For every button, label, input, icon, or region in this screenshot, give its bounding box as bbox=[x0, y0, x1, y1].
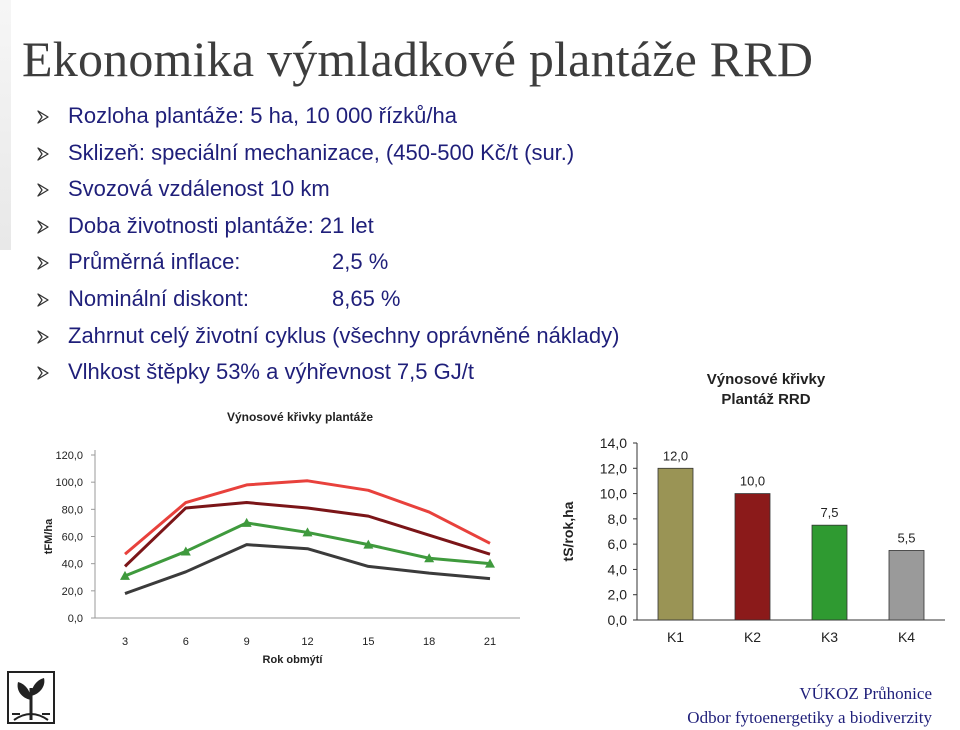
y-tick-label: 100,0 bbox=[55, 477, 83, 489]
data-point-marker bbox=[302, 527, 313, 537]
data-point-marker bbox=[241, 517, 252, 527]
footer-line-department: Odbor fytoenergetiky a biodiverzity bbox=[687, 708, 932, 727]
y-tick-label: 4,0 bbox=[608, 561, 628, 577]
arrow-bullet-icon bbox=[37, 183, 49, 197]
y-tick-label: 14,0 bbox=[600, 435, 627, 451]
y-tick-label: 40,0 bbox=[62, 559, 83, 571]
y-tick-label: 20,0 bbox=[62, 586, 83, 598]
data-point-marker bbox=[120, 570, 130, 580]
footer-line-institute: VÚKOZ Průhonice bbox=[799, 684, 932, 703]
footer-organization: VÚKOZ Průhonice Odbor fytoenergetiky a b… bbox=[687, 682, 932, 730]
x-tick-label: K1 bbox=[667, 629, 684, 645]
y-tick-label: 8,0 bbox=[608, 511, 628, 527]
bullet-value: 2,5 % bbox=[332, 249, 389, 275]
x-tick-label: 9 bbox=[244, 636, 250, 648]
bar-chart-title: Výnosové křivky Plantáž RRD bbox=[676, 370, 856, 410]
y-tick-label: 60,0 bbox=[62, 532, 83, 544]
decorative-left-bar bbox=[0, 0, 11, 250]
bullet-text: Doba životnosti plantáže: 21 let bbox=[68, 212, 374, 238]
y-tick-label: 2,0 bbox=[608, 587, 628, 603]
data-point-marker bbox=[485, 558, 495, 568]
y-tick-label: 12,0 bbox=[600, 460, 627, 476]
bullet-text: Průměrná inflace: bbox=[68, 249, 241, 275]
y-tick-label: 0,0 bbox=[608, 612, 628, 628]
x-tick-label: 18 bbox=[423, 636, 435, 648]
bar bbox=[734, 493, 771, 621]
y-axis-label: tFM/ha bbox=[43, 518, 55, 554]
slide-title: Ekonomika výmladkové plantáže RRD bbox=[22, 31, 814, 87]
x-tick-label: 6 bbox=[183, 636, 189, 648]
line-chart-title: Výnosové křivky plantáže bbox=[226, 410, 374, 424]
arrow-bullet-icon bbox=[37, 329, 49, 344]
series-line bbox=[124, 543, 491, 595]
arrow-bullet-icon bbox=[37, 220, 49, 234]
x-tick-label: 12 bbox=[301, 636, 313, 648]
bar bbox=[888, 550, 925, 621]
x-tick-label: K3 bbox=[821, 629, 838, 645]
series-line bbox=[123, 501, 491, 568]
arrow-bullet-icon bbox=[37, 256, 49, 271]
x-tick-label: 21 bbox=[484, 636, 496, 648]
y-tick-label: 120,0 bbox=[55, 450, 83, 462]
bar-chart-title-text: Výnosové křivky Plantáž RRD bbox=[706, 371, 826, 408]
x-tick-label: K2 bbox=[744, 629, 761, 645]
y-axis-label: tS/rok,ha bbox=[560, 501, 576, 561]
bar-value-label: 10,0 bbox=[740, 474, 765, 489]
x-axis-label: Rok obmýtí bbox=[263, 654, 324, 666]
arrow-bullet-icon bbox=[37, 293, 49, 307]
bullet-text: Svozová vzdálenost 10 km bbox=[68, 176, 330, 202]
arrow-bullet-icon bbox=[37, 146, 49, 161]
bullet-value: 8,65 % bbox=[332, 285, 401, 311]
y-tick-label: 80,0 bbox=[62, 504, 83, 516]
bullet-text: Sklizeň: speciální mechanizace, (450-500… bbox=[68, 139, 575, 165]
arrow-bullet-icon bbox=[37, 366, 49, 380]
y-tick-label: 6,0 bbox=[608, 536, 628, 552]
bar-value-label: 12,0 bbox=[663, 448, 688, 463]
x-tick-label: 3 bbox=[122, 636, 128, 648]
bar-chart: 0,0 2,0 4,0 6,0 8,0 10,0 12,0 14,0 tS/rok,ha 12,0… bbox=[560, 435, 945, 645]
series-line bbox=[124, 479, 491, 556]
data-point-marker bbox=[180, 546, 191, 556]
data-point-marker bbox=[363, 539, 374, 549]
arrow-bullet-icon bbox=[37, 110, 49, 124]
bullet-text: Nominální diskont: bbox=[68, 285, 249, 311]
line-chart: 0,0 20,0 40,0 60,0 80,0 100,0 120,0 3 6 9 12 15 18 21… bbox=[43, 450, 520, 666]
bar bbox=[811, 524, 848, 621]
vukoz-logo-icon bbox=[7, 671, 55, 724]
bar-value-label: 5,5 bbox=[897, 530, 915, 545]
y-tick-label: 0,0 bbox=[68, 613, 83, 625]
x-tick-label: 15 bbox=[362, 636, 374, 648]
bar-value-label: 7,5 bbox=[820, 505, 838, 520]
bar bbox=[657, 467, 694, 621]
bullet-text: Vlhkost štěpky 53% a výhřevnost 7,5 GJ/t bbox=[68, 359, 474, 385]
bullet-text: Zahrnut celý životní cyklus (všechny opr… bbox=[68, 322, 620, 348]
x-tick-label: K4 bbox=[898, 629, 915, 645]
data-point-marker bbox=[424, 553, 435, 563]
bullet-text: Rozloha plantáže: 5 ha, 10 000 řízků/ha bbox=[68, 103, 457, 128]
y-tick-label: 10,0 bbox=[600, 486, 627, 502]
